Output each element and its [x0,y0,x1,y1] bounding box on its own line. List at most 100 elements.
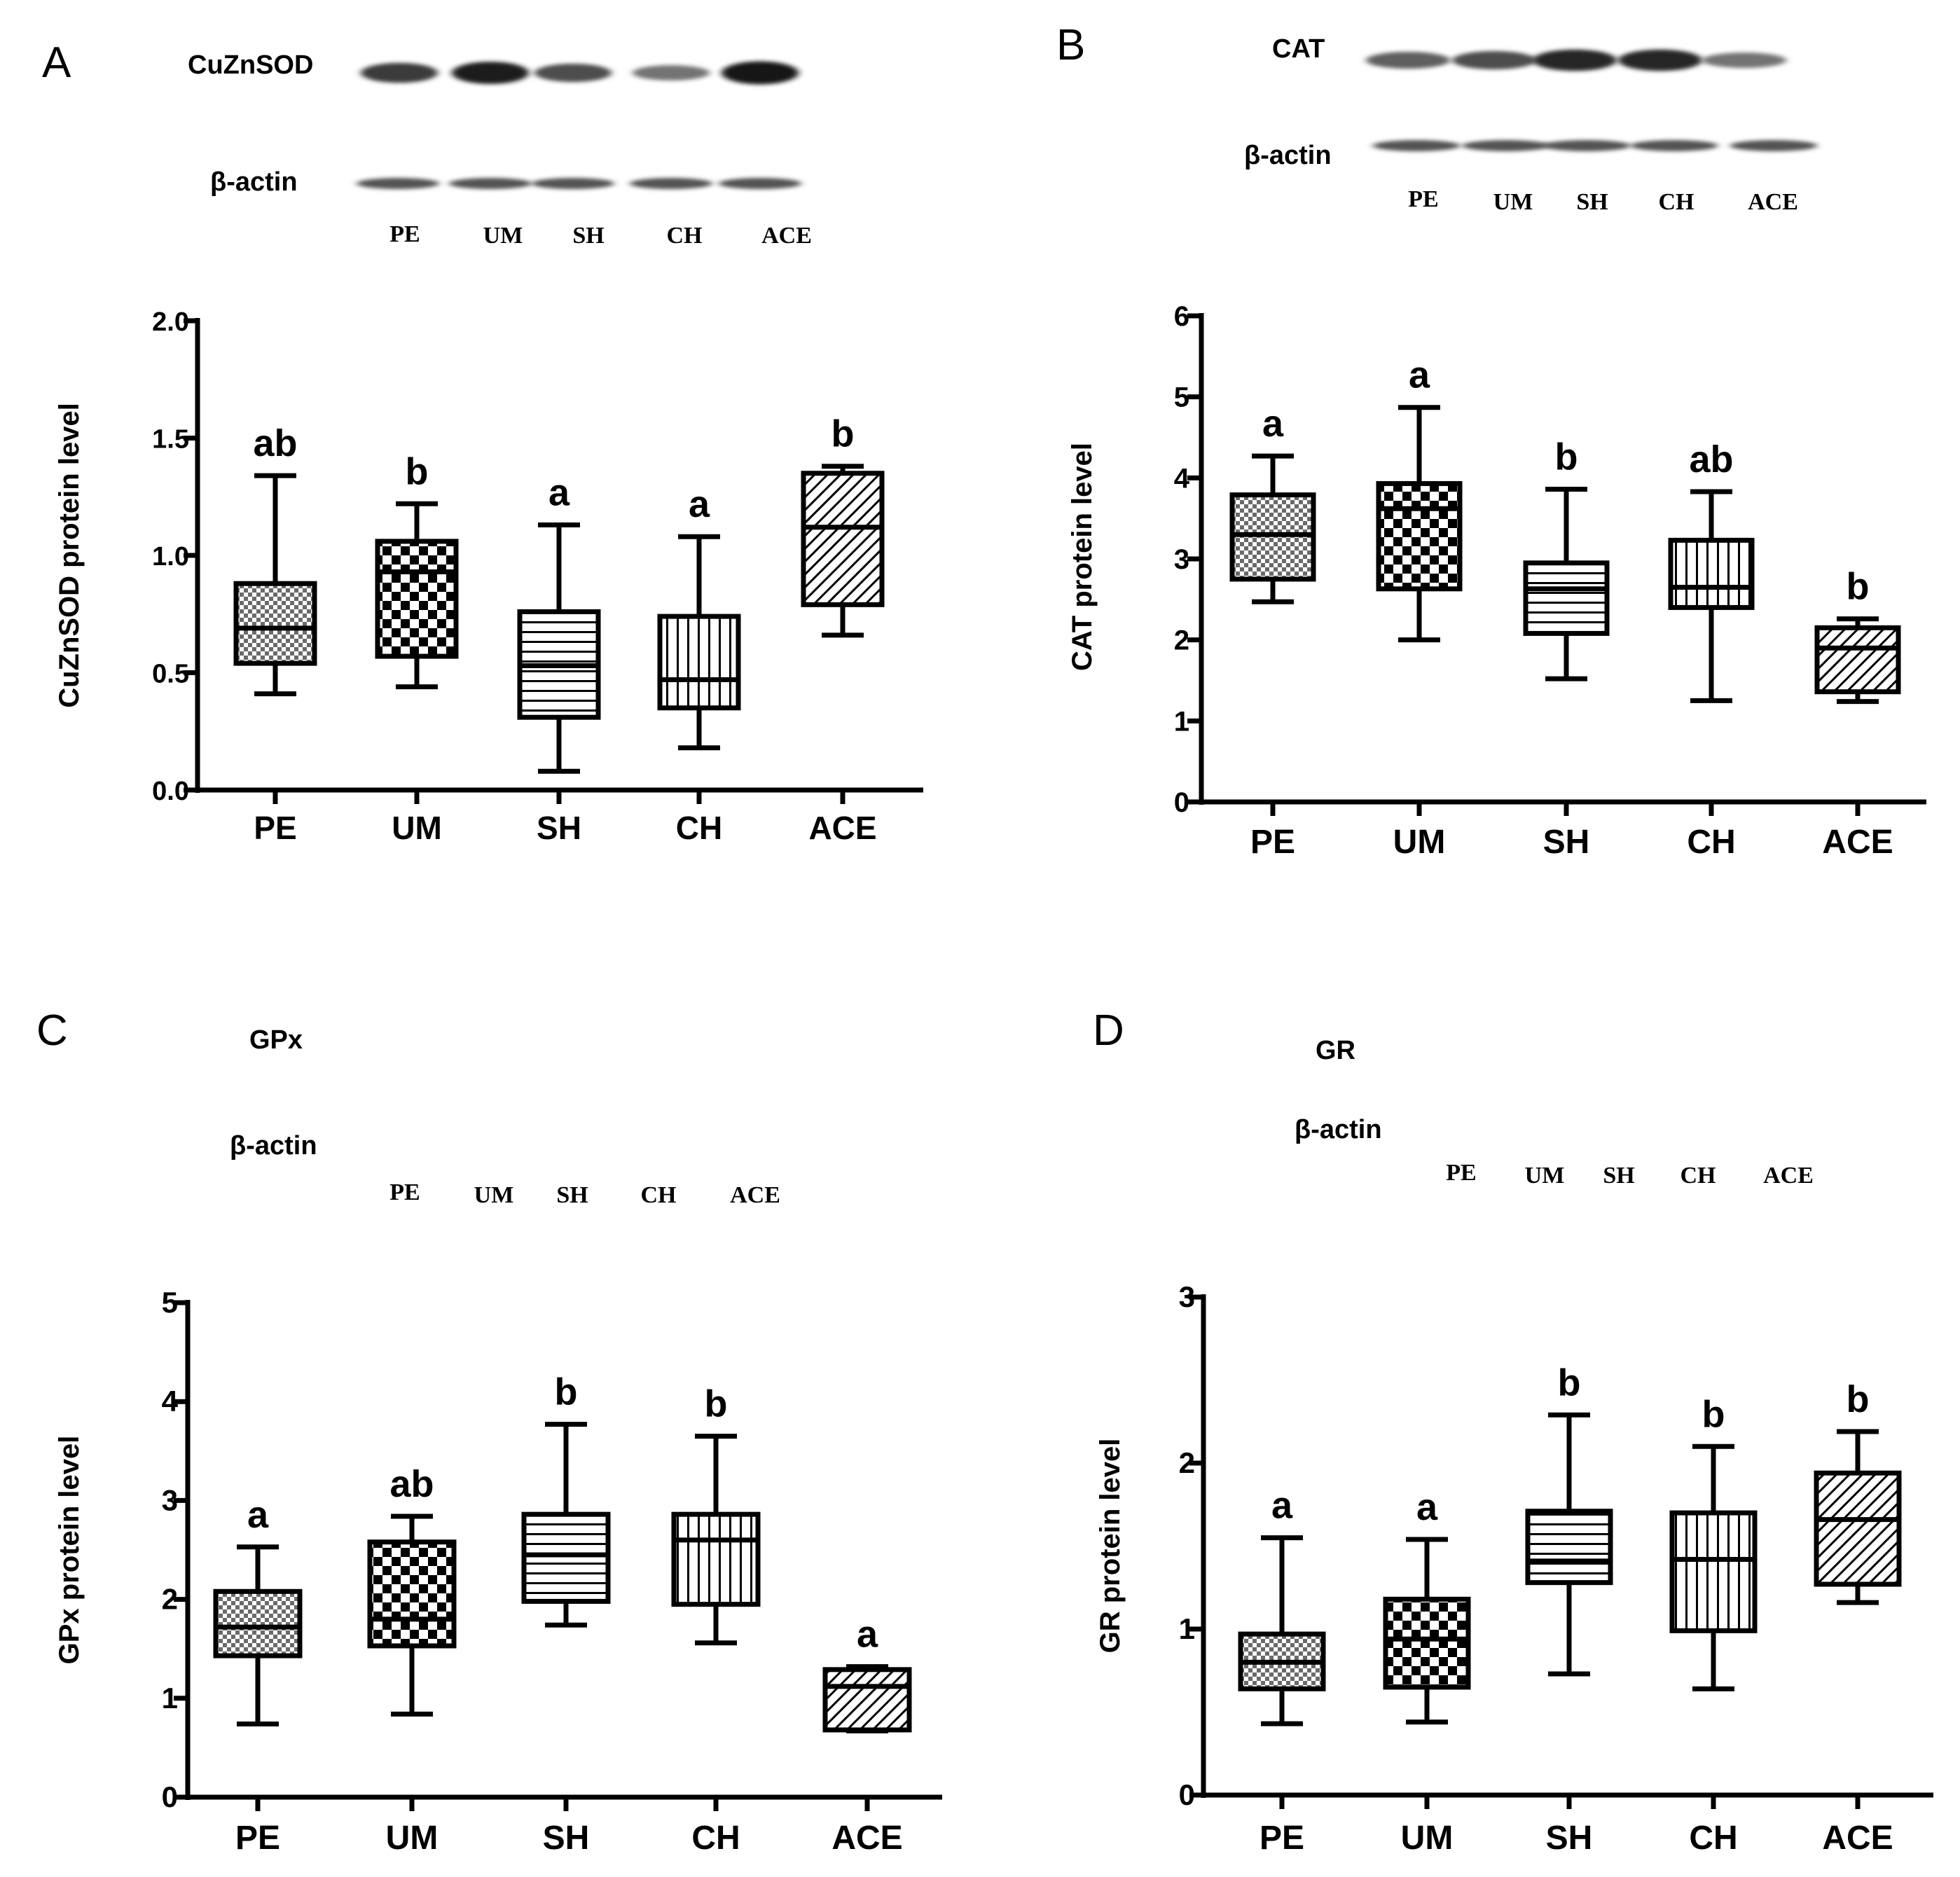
iqr-box [367,1539,457,1649]
x-category-label: ACE [831,1820,902,1857]
lane-label: SH [1603,1163,1634,1189]
significance-letter: ab [253,422,297,464]
panel-letter: D [1093,1006,1124,1055]
lane-label: UM [474,1182,514,1208]
box-pe [1238,1535,1326,1726]
box-ch [671,1434,761,1646]
significance-letter: a [857,1614,878,1656]
box-ace [822,1664,912,1733]
x-category-label: SH [537,810,581,846]
panel-letter: C [36,1006,68,1055]
x-category-label: CH [1687,824,1735,861]
control-band [1630,140,1718,151]
box-ch [1668,489,1755,703]
lane-label: CH [641,1182,677,1208]
western-blot: GR β-actin PE UM SH CH ACE [1295,1036,1814,1189]
iqr-box [233,581,317,666]
control-bands [357,178,801,189]
y-tick-label: 2 [1174,625,1189,656]
significance-letter: b [1555,436,1578,478]
x-category-label: CH [1689,1820,1737,1857]
lane-label: CH [1659,189,1695,215]
y-tick-label: 1 [1179,1612,1195,1645]
y-tick-label: 0.0 [152,777,189,806]
x-category-label: PE [1259,1820,1304,1857]
significance-letter: a [247,1494,269,1536]
box-sh [1523,487,1610,681]
significance-letter: b [1847,566,1870,608]
lane-label: CH [667,223,703,249]
target-band [722,61,799,85]
control-band [1543,140,1631,151]
significance-letter: a [1271,1485,1293,1527]
iqr-box [521,1511,611,1604]
iqr-box [822,1667,912,1733]
x-category-label: PE [1250,824,1295,861]
iqr-box [1668,537,1755,610]
y-tick-label: 1.5 [152,425,189,455]
control-band [357,178,439,189]
significance-letter: a [689,483,710,525]
control-band [449,178,532,189]
y-tick-label: 5 [162,1286,178,1319]
x-category-label: UM [392,810,442,846]
lane-label: PE [389,1179,420,1205]
x-category-label: CH [691,1820,740,1857]
iqr-box [1383,1596,1471,1690]
lane-label: ACE [1748,189,1798,215]
y-tick-label: 3 [1179,1280,1195,1313]
significance-letter: ab [1689,438,1733,480]
significance-letter: b [831,413,855,455]
target-bands [361,61,799,85]
target-band [1452,50,1536,70]
y-tick-label: 4 [1174,463,1190,494]
significance-letter: a [1416,1486,1438,1528]
x-category-label: SH [543,1820,590,1857]
target-band [1533,49,1617,71]
box-sh [1525,1412,1613,1677]
y-tick-label: 2 [162,1583,178,1616]
box-sh [521,1422,611,1628]
box-um [375,501,459,690]
iqr-box [1669,1510,1758,1633]
target-bands [1366,49,1786,71]
control-band [630,178,712,189]
target-band [534,63,612,83]
iqr-box [213,1588,303,1658]
lane-label: UM [483,223,523,249]
lane-label: ACE [761,223,812,249]
blot-target-label: GPx [249,1025,303,1055]
panel-c: C GPx β-actin PE UM SH CH ACE GPx protei… [36,1006,942,1857]
control-bands [1372,140,1818,151]
target-band [1366,51,1450,69]
target-band [452,62,529,84]
significance-letter: b [406,450,429,492]
x-category-label: PE [254,810,296,846]
control-band [1730,140,1818,151]
iqr-box [1523,560,1610,636]
blot-control-label: β-actin [1295,1115,1382,1144]
box-sh [517,522,601,774]
target-band [361,62,438,83]
significance-letter: b [1847,1378,1870,1420]
significance-letter: b [1558,1362,1581,1404]
box-pe [1229,453,1316,604]
control-band [719,178,801,189]
significance-letter: b [1702,1393,1725,1435]
iqr-box [375,539,459,659]
significance-letter: b [555,1371,578,1413]
iqr-box [1814,1470,1902,1587]
lane-label: SH [556,1182,588,1208]
x-category-label: ACE [808,810,876,846]
western-blot: GPx β-actin PE UM SH CH ACE [230,1025,780,1208]
y-tick-label: 3 [1174,544,1189,575]
target-band [1618,49,1702,71]
lane-label: UM [1493,189,1533,215]
y-tick-label: 1 [162,1682,178,1715]
box-pe [233,473,317,697]
box-ch [1669,1443,1758,1691]
western-blot: CAT β-actin PE UM SH CH ACE [1244,34,1818,215]
boxplot: CuZnSOD protein level 0.0 0.5 1.0 1.5 2.… [54,307,923,846]
lane-label: CH [1681,1163,1716,1189]
